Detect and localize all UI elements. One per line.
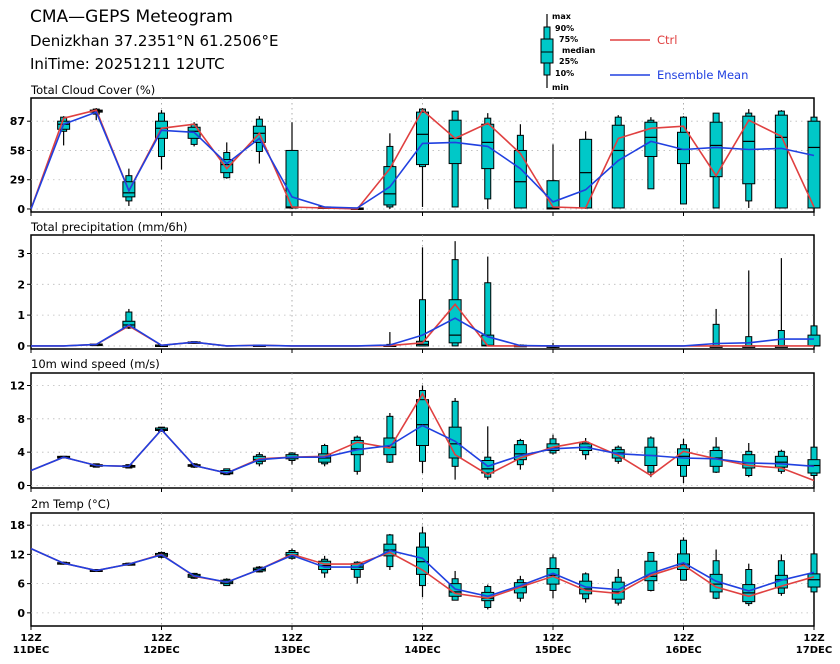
y-tick-label: 6 bbox=[17, 578, 25, 591]
x-tick-hour: 12Z bbox=[281, 633, 302, 644]
panel-2: Total precipitation (mm/6h) 0 1 2 3 bbox=[17, 220, 821, 353]
y-tick-label: 3 bbox=[17, 247, 25, 260]
boxplot bbox=[481, 426, 495, 480]
y-tick-label: 58 bbox=[10, 144, 25, 157]
box-p25-p75 bbox=[416, 399, 429, 446]
panel-title: 10m wind speed (m/s) bbox=[31, 357, 160, 371]
boxplot bbox=[285, 122, 299, 209]
boxplot bbox=[774, 554, 788, 596]
boxplot bbox=[644, 551, 658, 592]
box-p25-p75 bbox=[807, 573, 821, 588]
y-tick-label: 0 bbox=[17, 607, 25, 620]
legend-max: max bbox=[552, 12, 572, 21]
box-p25-p75 bbox=[807, 120, 821, 209]
panel-title: 2m Temp (°C) bbox=[31, 497, 110, 511]
ensemble-mean-line bbox=[30, 547, 815, 598]
box-p10-p90 bbox=[125, 311, 133, 329]
panel-4: 2m Temp (°C) 0 6 12 18 bbox=[10, 497, 821, 630]
x-tick-day: 15DEC bbox=[535, 645, 571, 656]
ensemble-mean-line bbox=[31, 317, 814, 347]
x-tick-day: 11DEC bbox=[13, 645, 49, 656]
legend-min: min bbox=[552, 83, 569, 92]
y-tick-label: 4 bbox=[17, 446, 25, 459]
boxplot bbox=[807, 116, 821, 209]
y-tick-label: 29 bbox=[10, 174, 25, 187]
box-p25-p75 bbox=[513, 149, 527, 209]
legend-p25: 25% bbox=[559, 57, 578, 66]
panel-1: Total Cloud Cover (%) 0 29 58 87 bbox=[10, 83, 821, 216]
x-tick-day: 16DEC bbox=[665, 645, 701, 656]
ensemble-mean-line bbox=[30, 111, 815, 210]
boxplot bbox=[644, 117, 658, 190]
legend: max 90% 75% median 25% 10% min Ctrl Ense… bbox=[540, 12, 748, 92]
init-time: IniTime: 20251211 12UTC bbox=[30, 55, 225, 73]
x-tick-day: 14DEC bbox=[404, 645, 440, 656]
x-tick-hour: 12Z bbox=[673, 633, 694, 644]
boxplot bbox=[742, 563, 756, 607]
legend-mean-label: Ensemble Mean bbox=[657, 68, 748, 82]
boxplot bbox=[709, 112, 723, 209]
boxplot bbox=[448, 241, 462, 347]
y-tick-label: 18 bbox=[10, 519, 25, 532]
y-tick-label: 0 bbox=[17, 480, 25, 493]
legend-boxplot-icon bbox=[540, 14, 554, 88]
y-tick-label: 0 bbox=[17, 340, 25, 353]
box-p10-p90 bbox=[777, 330, 785, 347]
x-axis: 12Z11DEC12Z12DEC12Z13DEC12Z14DEC12Z15DEC… bbox=[13, 633, 832, 656]
boxplot bbox=[220, 142, 234, 179]
x-tick-hour: 12Z bbox=[803, 633, 824, 644]
box-p25-p75 bbox=[546, 180, 560, 210]
y-tick-label: 8 bbox=[17, 413, 25, 426]
y-tick-label: 1 bbox=[17, 309, 25, 322]
panel-title: Total Cloud Cover (%) bbox=[30, 83, 155, 97]
x-tick-day: 17DEC bbox=[796, 645, 832, 656]
y-tick-label: 87 bbox=[10, 115, 25, 128]
boxplot bbox=[416, 108, 429, 207]
box-p25-p75 bbox=[416, 111, 429, 166]
box-p25-p75 bbox=[644, 121, 658, 158]
panel-title: Total precipitation (mm/6h) bbox=[30, 220, 187, 234]
boxplot bbox=[774, 449, 788, 474]
legend-p75: 75% bbox=[559, 35, 578, 44]
legend-median: median bbox=[562, 46, 596, 55]
legend-ctrl-label: Ctrl bbox=[657, 33, 677, 47]
boxplot bbox=[774, 110, 788, 209]
box-p25-p75 bbox=[285, 149, 299, 209]
box-p25-p75 bbox=[220, 159, 234, 174]
ctrl-line bbox=[30, 108, 815, 210]
boxplot bbox=[416, 247, 429, 347]
legend-p90: 90% bbox=[555, 24, 574, 33]
y-tick-label: 2 bbox=[17, 278, 25, 291]
panel-3: 10m wind speed (m/s) 0 4 8 12 bbox=[10, 357, 821, 493]
y-tick-label: 12 bbox=[10, 380, 25, 393]
x-tick-day: 12DEC bbox=[143, 645, 179, 656]
ensemble-mean-line bbox=[30, 424, 815, 474]
station-location: Denizkhan 37.2351°N 61.2506°E bbox=[30, 32, 279, 50]
box-p25-p75 bbox=[807, 334, 821, 347]
y-tick-label: 12 bbox=[10, 548, 25, 561]
x-tick-hour: 12Z bbox=[151, 633, 172, 644]
box-p25-p75 bbox=[774, 114, 788, 209]
box-p10-p90 bbox=[419, 299, 426, 347]
x-tick-hour: 12Z bbox=[412, 633, 433, 644]
boxplot bbox=[513, 124, 527, 209]
box-p10-p90 bbox=[745, 336, 753, 347]
x-tick-hour: 12Z bbox=[542, 633, 563, 644]
chart-title: CMA—GEPS Meteogram bbox=[30, 7, 233, 27]
y-tick-label: 0 bbox=[17, 203, 25, 216]
legend-p10: 10% bbox=[555, 69, 574, 78]
x-tick-day: 13DEC bbox=[274, 645, 310, 656]
x-tick-hour: 12Z bbox=[20, 633, 41, 644]
